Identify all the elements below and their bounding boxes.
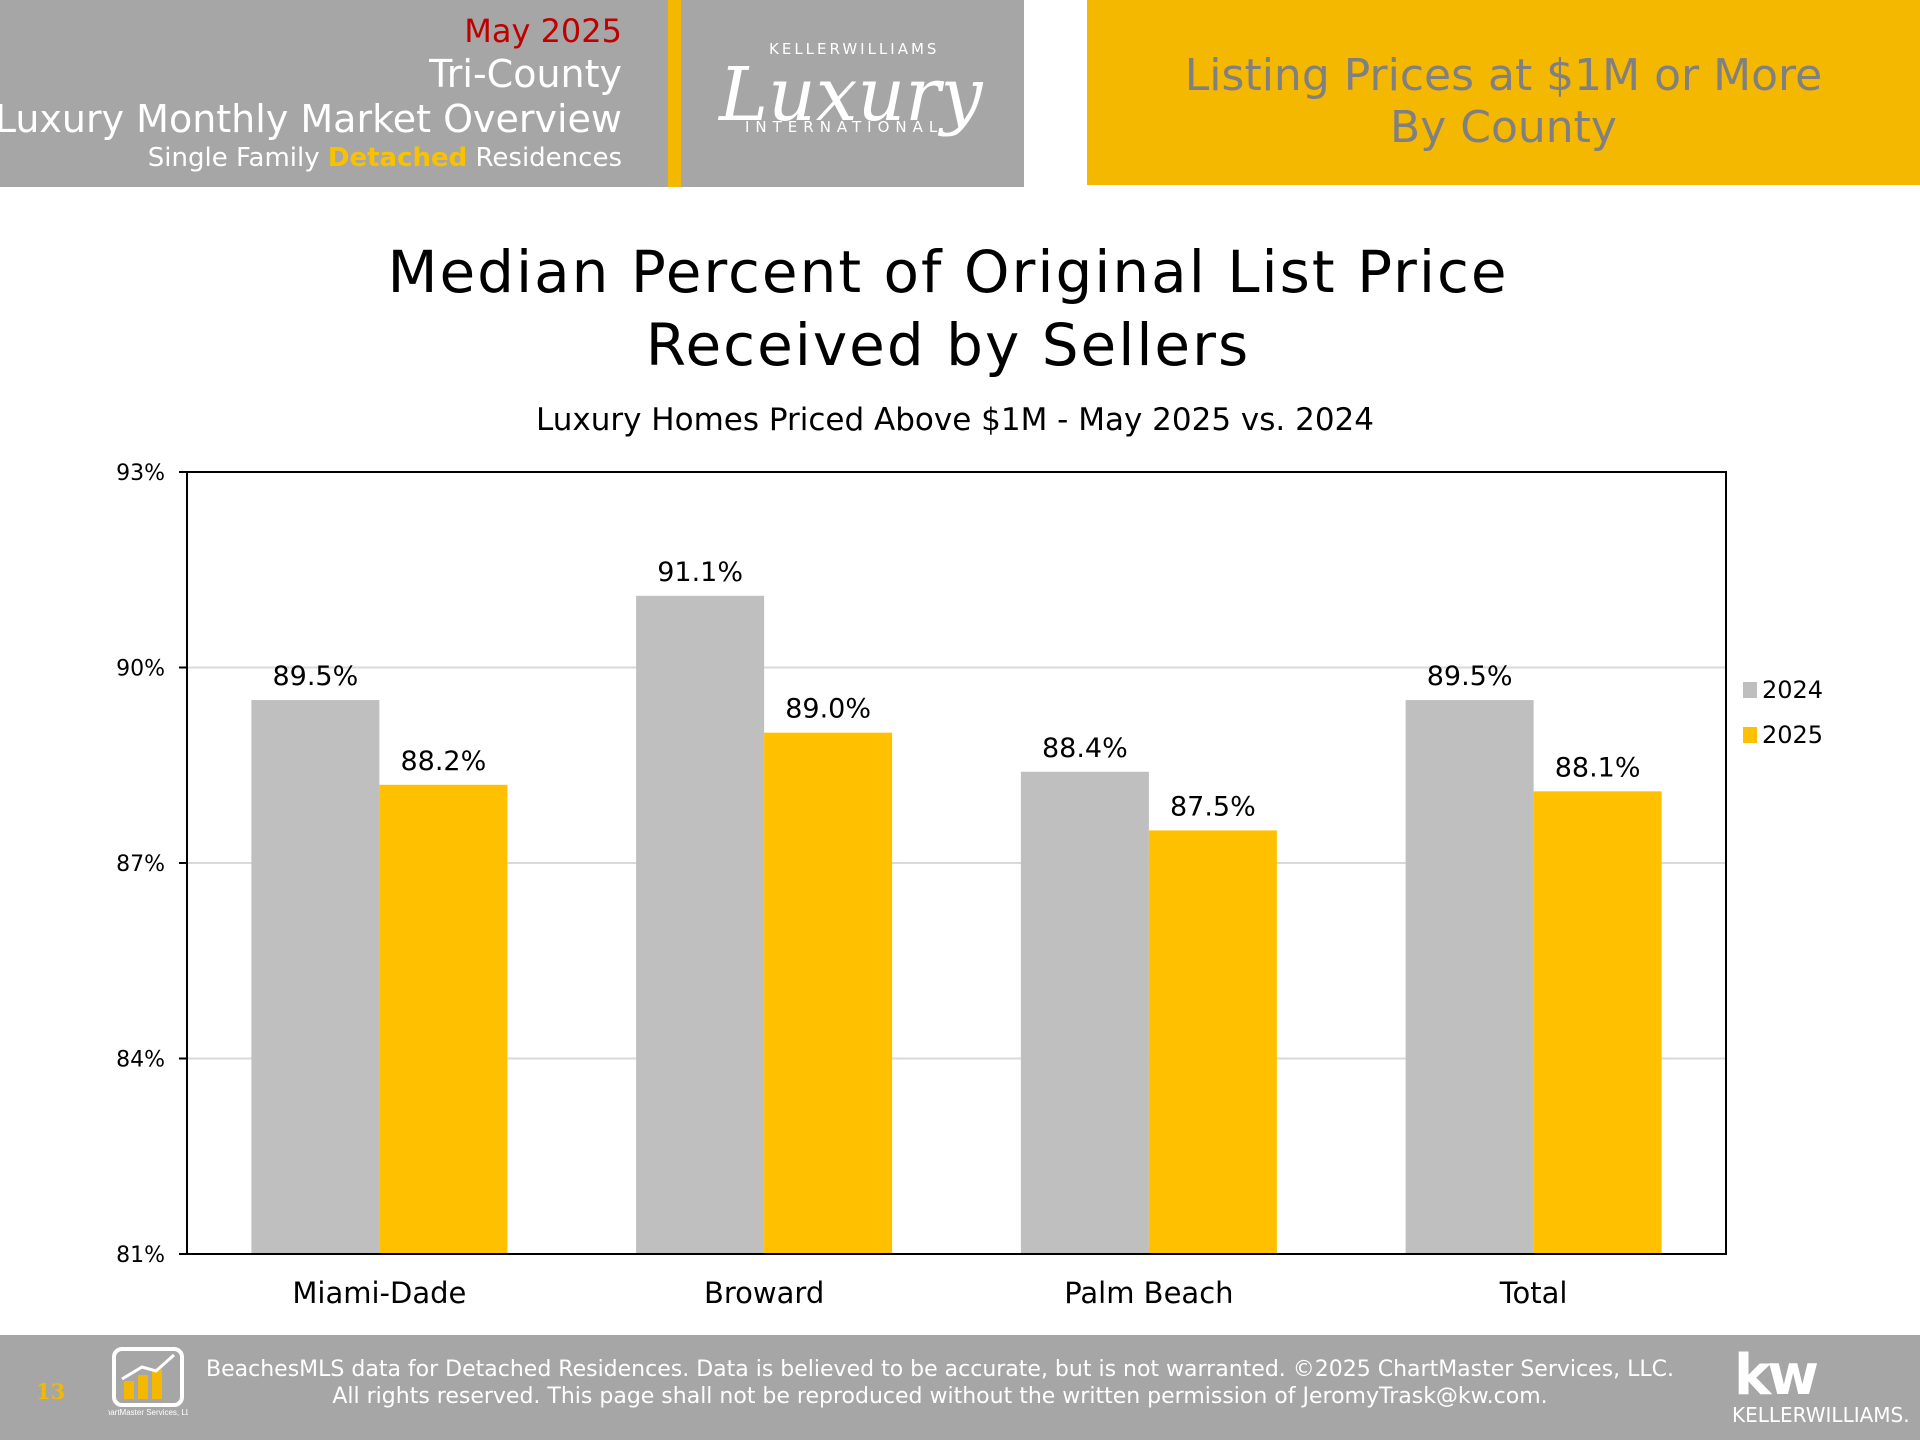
x-tick-label: Palm Beach	[1064, 1276, 1233, 1310]
logo-script-text: Luxury	[717, 52, 984, 138]
subtitle-highlight: Detached	[327, 143, 468, 173]
legend-swatch-2025	[1743, 727, 1757, 743]
header-left-panel: May 2025 Tri-County Luxury Monthly Marke…	[0, 0, 668, 187]
plot-area-frame	[186, 471, 1727, 1255]
report-month: May 2025	[464, 12, 622, 50]
y-tick-label: 81%	[116, 1243, 165, 1268]
chart-subtitle: Luxury Homes Priced Above $1M - May 2025…	[535, 402, 1374, 438]
legend-label-2025: 2025	[1762, 721, 1823, 749]
section-banner: Listing Prices at $1M or More By County	[1087, 0, 1920, 185]
data-label: 91.1%	[657, 557, 743, 588]
subtitle-prefix: Single Family	[147, 143, 328, 173]
section-title-line2: By County	[1390, 102, 1617, 153]
data-label: 87.5%	[1170, 791, 1256, 822]
bar-chart: 81% 84% 87% 90% 93% 89.5% 88.2% Miami-Dade 91.1%…	[116, 461, 1823, 1310]
bar-2024-palm-beach	[1020, 771, 1149, 1254]
y-tick-label: 84%	[116, 1048, 165, 1073]
data-label: 89.5%	[272, 661, 358, 692]
footer: 13 ChartMaster Services, LLC BeachesMLS …	[0, 1335, 1920, 1440]
y-tick-label: 87%	[116, 852, 165, 877]
header-divider	[668, 0, 681, 187]
kw-mark: kw	[1734, 1343, 1819, 1408]
chart-title-line2: Received by Sellers	[645, 311, 1251, 379]
logo-brand-text: KELLERWILLIAMS	[769, 40, 940, 58]
legend-label-2024: 2024	[1762, 676, 1823, 704]
data-label: 88.4%	[1042, 733, 1128, 764]
chartmaster-logo: ChartMaster Services, LLC	[108, 1347, 188, 1417]
kw-name: KELLERWILLIAMS.	[1732, 1403, 1910, 1427]
luxury-script-logo: Luxury	[717, 52, 984, 138]
subtitle-suffix: Residences	[467, 143, 623, 173]
kw-luxury-logo: KELLERWILLIAMS Luxury INTERNATIONAL	[681, 0, 1024, 187]
report-title: Luxury Monthly Market Overview	[0, 97, 622, 141]
data-label: 89.0%	[785, 694, 871, 725]
y-tick-label: 90%	[116, 657, 165, 682]
logo-international-text: INTERNATIONAL	[745, 118, 944, 136]
bar-2024-broward	[636, 595, 765, 1254]
page-number: 13	[36, 1379, 66, 1404]
bar-2025-palm-beach	[1148, 830, 1277, 1254]
bar-2025-miami-dade	[379, 784, 508, 1254]
bar-2025-broward	[764, 732, 893, 1254]
data-label: 88.2%	[400, 746, 486, 777]
report-region: Tri-County	[429, 52, 622, 96]
report-subtitle: Single Family Detached Residences	[148, 143, 622, 173]
chart-title-line1: Median Percent of Original List Price	[387, 238, 1509, 306]
kw-logo: kw KELLERWILLIAMS.	[1728, 1343, 1910, 1433]
data-label: 89.5%	[1427, 661, 1513, 692]
footer-disclaimer-line2: All rights reserved. This page shall not…	[332, 1384, 1548, 1409]
section-title-line1: Listing Prices at $1M or More	[1184, 50, 1823, 101]
bar-2024-miami-dade	[251, 700, 380, 1254]
x-tick-label: Broward	[704, 1276, 824, 1310]
y-tick-label: 93%	[116, 461, 165, 486]
footer-disclaimer-line1: BeachesMLS data for Detached Residences.…	[206, 1357, 1674, 1382]
data-label: 88.1%	[1555, 752, 1641, 783]
chartmaster-logo-text: ChartMaster Services, LLC	[108, 1408, 188, 1417]
x-tick-label: Total	[1499, 1276, 1568, 1310]
legend-swatch-2024	[1743, 682, 1757, 698]
x-tick-label: Miami-Dade	[292, 1276, 466, 1310]
bar-2025-total	[1533, 791, 1662, 1254]
bar-2024-total	[1405, 700, 1534, 1254]
